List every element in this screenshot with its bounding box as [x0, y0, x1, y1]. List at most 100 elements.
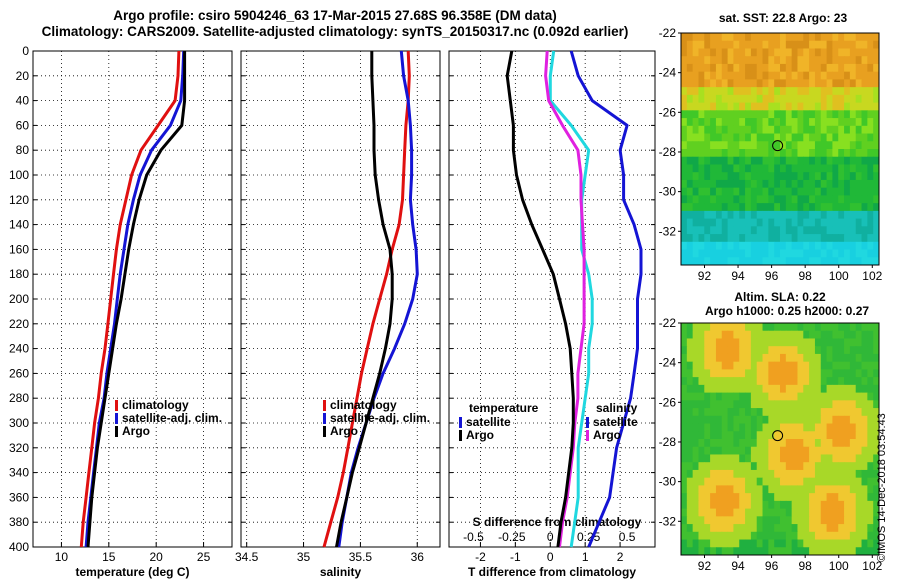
- sst-map-cell: [849, 56, 857, 65]
- sla-map-cell: [797, 454, 804, 463]
- sla-map-cell: [780, 408, 787, 417]
- sla-map-cell: [692, 423, 699, 432]
- sst-map-cell: [745, 79, 752, 88]
- sla-map-cell: [710, 500, 717, 510]
- sst-map-cell: [715, 33, 723, 42]
- sla-map-cell: [745, 408, 752, 417]
- sla-map-cell: [832, 539, 839, 548]
- sst-map-cell: [756, 40, 764, 49]
- sst-map-cell: [873, 87, 880, 96]
- x-tick-label: 10: [55, 550, 69, 564]
- sst-map-cell: [849, 63, 857, 73]
- sst-map-cell: [785, 71, 793, 80]
- sst-map-cell: [704, 63, 711, 73]
- sst-map-cell: [681, 87, 688, 96]
- sst-map-cell: [855, 118, 863, 127]
- sst-map-cell: [844, 249, 851, 258]
- sst-map-cell: [791, 210, 798, 220]
- sst-map-cell: [809, 48, 816, 57]
- sla-map-cell: [715, 531, 723, 541]
- sst-map-cell: [838, 234, 845, 243]
- sst-map-cell: [733, 149, 740, 158]
- depth-tick-label: 120: [9, 193, 29, 207]
- sla-map-cell: [750, 508, 758, 517]
- sst-map-cell: [768, 87, 775, 96]
- sla-map-cell: [774, 446, 781, 455]
- sla-map-cell: [844, 423, 851, 432]
- sla-map-cell: [727, 493, 734, 502]
- sla-map-cell: [768, 539, 775, 548]
- sla-map-lat-label: -28: [659, 435, 677, 449]
- sla-map-cell: [750, 400, 758, 409]
- sla-map-cell: [721, 539, 729, 548]
- sla-map-cell: [750, 454, 758, 463]
- sla-map-cell: [774, 547, 781, 556]
- sla-map-cell: [873, 485, 880, 494]
- sst-map-cell: [704, 149, 711, 158]
- sst-map-cell: [820, 102, 828, 111]
- sst-map-cell: [745, 179, 752, 189]
- sla-map-cell: [826, 361, 833, 370]
- sst-map-cell: [861, 56, 868, 65]
- sla-map-cell: [849, 423, 857, 432]
- sla-map-cell: [867, 431, 874, 440]
- sla-map-cell: [873, 338, 880, 347]
- sst-map-cell: [681, 234, 688, 243]
- sla-map-cell: [692, 408, 699, 417]
- sst-map-cell: [774, 241, 781, 251]
- sst-map-cell: [727, 249, 734, 258]
- sst-map-cell: [873, 149, 880, 158]
- sla-map-cell: [820, 547, 828, 556]
- sst-map-cell: [814, 218, 822, 227]
- sst-map-cell: [855, 141, 863, 150]
- sst-map-cell: [826, 87, 833, 96]
- sst-map-cell: [733, 195, 740, 204]
- sst-map-cell: [797, 40, 804, 49]
- sla-map-cell: [739, 415, 746, 425]
- sst-map-cell: [762, 226, 769, 235]
- sst-map-cell: [727, 234, 734, 243]
- sst-map-cell: [780, 40, 787, 49]
- sst-map-cell: [721, 87, 729, 96]
- sst-map-cell: [681, 56, 688, 65]
- sst-map-cell: [832, 149, 839, 158]
- sla-map-cell: [710, 454, 717, 463]
- sla-map-cell: [826, 338, 833, 347]
- sst-map-cell: [698, 110, 705, 119]
- sla-map-cell: [820, 330, 828, 339]
- sst-map-cell: [745, 210, 752, 220]
- sst-map-cell: [768, 257, 775, 266]
- sla-map-cell: [797, 531, 804, 541]
- sla-map-cell: [745, 547, 752, 556]
- sla-map-cell: [785, 485, 793, 494]
- sla-map-cell: [838, 524, 845, 533]
- sst-map-cell: [745, 133, 752, 142]
- sst-map-cell: [814, 257, 822, 266]
- sst-map-cell: [750, 226, 758, 235]
- sla-map-cell: [855, 400, 863, 409]
- sla-map-cell: [739, 454, 746, 463]
- sst-map-cell: [739, 156, 746, 165]
- x-tick-label: 2: [617, 550, 624, 564]
- sla-map-cell: [692, 539, 699, 548]
- sst-map-cell: [727, 218, 734, 227]
- sla-map-cell: [797, 369, 804, 378]
- sst-map-cell: [768, 125, 775, 135]
- sst-map-cell: [762, 195, 769, 204]
- sla-map-cell: [762, 508, 769, 517]
- sla-map-cell: [849, 408, 857, 417]
- sla-map-cell: [820, 353, 828, 363]
- sst-map-cell: [803, 56, 810, 65]
- legend-swatch: [323, 413, 326, 424]
- sst-map-cell: [750, 118, 758, 127]
- sla-map-cell: [861, 493, 868, 502]
- sla-map-cell: [704, 500, 711, 510]
- sla-map-lon-label: 98: [798, 559, 812, 573]
- sst-map-cell: [768, 210, 775, 220]
- sst-map-cell: [745, 226, 752, 235]
- sla-map-cell: [791, 500, 798, 510]
- sst-map-cell: [704, 187, 711, 196]
- sla-map-cell: [692, 330, 699, 339]
- sla-map-cell: [791, 524, 798, 533]
- sla-map-cell: [768, 346, 775, 355]
